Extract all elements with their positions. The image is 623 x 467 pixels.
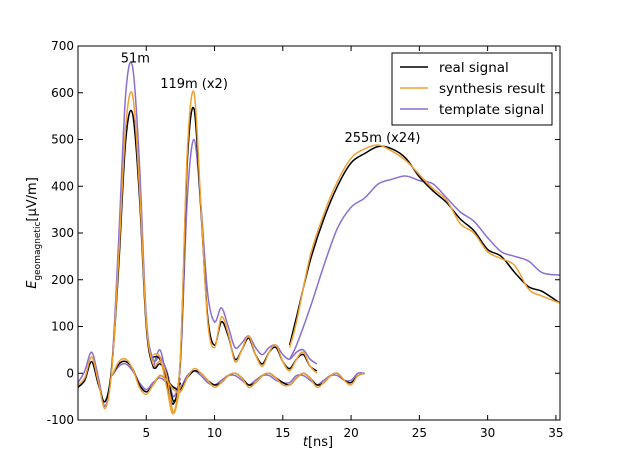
- x-tick-label: 35: [548, 426, 563, 440]
- y-tick-label: -100: [47, 413, 74, 427]
- peak-annotation: 119m (x2): [160, 77, 228, 92]
- x-tick-label: 30: [480, 426, 495, 440]
- x-tick-label: 5: [142, 426, 150, 440]
- series-group: [78, 61, 560, 415]
- x-tick-label: 10: [207, 426, 222, 440]
- y-tick-label: 0: [66, 366, 74, 380]
- legend-label: real signal: [439, 60, 509, 76]
- series-line-template-signal: [111, 362, 365, 391]
- x-tick-label: 20: [343, 426, 358, 440]
- peak-annotation: 51m: [121, 51, 150, 66]
- x-tick-label: 15: [275, 426, 290, 440]
- y-tick-label: 100: [51, 320, 74, 334]
- series-line-template-signal: [288, 175, 560, 360]
- series-line-synthesis-result: [152, 90, 318, 415]
- annotations-group: 51m 119m (x2) 255m (x24): [121, 51, 421, 145]
- peak-annotation: 255m (x24): [344, 131, 420, 146]
- y-tick-label: 400: [51, 179, 74, 193]
- y-tick-label: 200: [51, 273, 74, 287]
- y-tick-label: 300: [51, 226, 74, 240]
- y-tick-label: 500: [51, 133, 74, 147]
- ticks-group: 5 10 15 20 25 30 35 -100 0 100 200 300 400 500 600 700: [47, 39, 564, 440]
- series-line-synthesis-result: [111, 357, 365, 396]
- plot-frame: [77, 45, 561, 421]
- legend-box: [391, 52, 553, 126]
- y-tick-label: 600: [51, 86, 74, 100]
- y-axis-label: Egeomagnetic[μV/m]: [25, 177, 43, 289]
- legend-label: template signal: [439, 102, 544, 118]
- legend-label: synthesis result: [439, 81, 545, 97]
- x-tick-label: 25: [412, 426, 427, 440]
- series-line-real-signal: [288, 145, 560, 346]
- y-tick-label: 700: [51, 39, 74, 53]
- legend: real signal synthesis result template sign…: [391, 52, 553, 126]
- x-axis-label: t[ns]: [303, 435, 333, 450]
- series-line-synthesis-result: [288, 144, 560, 348]
